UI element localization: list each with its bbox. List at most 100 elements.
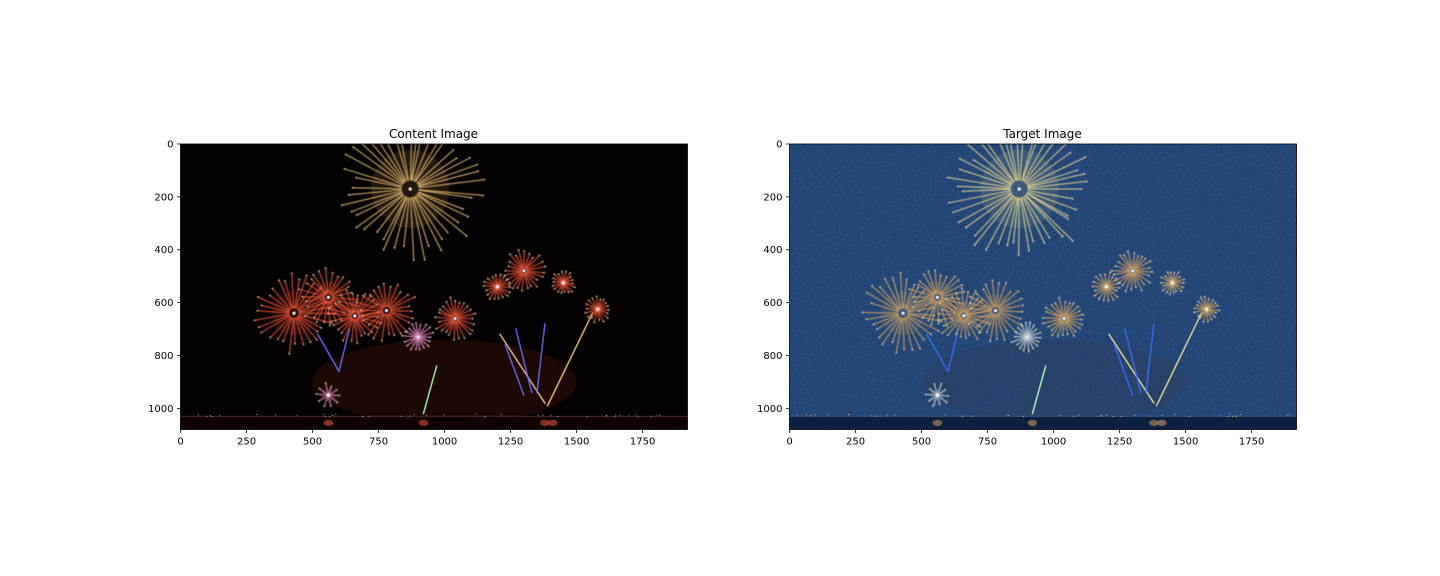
x-tick-label: 750	[369, 437, 388, 448]
firework-burst	[355, 282, 416, 342]
axes-frame	[180, 143, 688, 430]
shore-light	[537, 414, 539, 416]
shore-light	[1227, 415, 1229, 418]
smoke-haze	[921, 339, 1186, 425]
firework-burst	[1159, 271, 1186, 296]
firework-burst	[1010, 321, 1042, 353]
shore-light	[332, 414, 334, 417]
y-tick-label: 1000	[757, 404, 782, 415]
shore-light	[1007, 415, 1009, 417]
shore-light	[1112, 415, 1114, 417]
water-reflection	[1149, 419, 1159, 427]
firework-burst	[482, 273, 512, 300]
x-tick-label: 1250	[1107, 437, 1132, 448]
shore-light	[557, 415, 559, 417]
x-tick-label: 1000	[1041, 437, 1066, 448]
firework-streak	[947, 328, 960, 373]
shore-light	[605, 414, 608, 417]
firework-burst	[434, 296, 477, 341]
shore-light	[413, 413, 415, 416]
shore-light	[1022, 415, 1025, 418]
shore-light	[1220, 415, 1222, 417]
shore-light	[408, 415, 411, 417]
shore-light	[443, 414, 445, 416]
shore-light	[542, 414, 544, 416]
firework-burst	[908, 269, 966, 327]
content-image-plot: 0 250 500 750 1000 1250 1500 1750 0 200 400 600 800 1…	[148, 140, 688, 448]
shore-light	[1229, 414, 1231, 416]
shore-light	[197, 414, 199, 416]
shore-light	[619, 414, 621, 416]
y-tick-label: 600	[763, 298, 782, 309]
firework-streak	[926, 333, 949, 373]
x-tick-label: 1500	[564, 437, 589, 448]
content-image-title: Content Image	[389, 127, 478, 141]
firework-burst	[340, 144, 486, 262]
shore-light	[218, 415, 221, 417]
shore-light	[972, 415, 974, 418]
shore-light	[614, 416, 616, 418]
shore-light	[209, 415, 211, 417]
shore-light	[805, 413, 807, 415]
shore-light	[329, 416, 331, 418]
firework-burst	[315, 382, 341, 408]
firework-streak	[317, 333, 340, 373]
water-reflection	[1027, 419, 1038, 427]
shore-light	[425, 415, 428, 417]
shore-light	[894, 414, 896, 416]
water-reflection	[323, 419, 334, 427]
firework-streak	[546, 312, 594, 407]
content-image-panel: Content Image 0 250 500 750 1000 1250 1500 1750…	[148, 127, 688, 448]
shore-light	[659, 414, 661, 416]
water-reflection	[418, 419, 429, 427]
firework-burst	[964, 279, 1024, 343]
shore-light	[1101, 415, 1103, 417]
shore-light	[628, 415, 630, 417]
shore-light	[827, 414, 829, 416]
firework-streak	[338, 328, 351, 373]
y-tick-label: 200	[154, 192, 173, 203]
shore-light	[1189, 415, 1191, 417]
shore-light	[886, 414, 888, 416]
water-reflection	[932, 419, 943, 427]
shore-light	[335, 413, 337, 415]
shore-light	[1235, 416, 1237, 418]
firework-burst	[551, 270, 576, 294]
shore-light	[296, 415, 298, 417]
shore-light	[206, 415, 208, 417]
shore-light	[944, 414, 947, 416]
shore-light	[1105, 414, 1108, 416]
firework-burst	[327, 289, 383, 345]
shore-light	[211, 415, 213, 418]
shore-light	[813, 413, 816, 416]
shore-light	[586, 415, 588, 418]
target-image-panel: Target Image 0 250 500 750 1000 1250 1500 17500…	[757, 127, 1297, 448]
shore-light	[810, 414, 812, 417]
shore-light	[796, 414, 798, 416]
shore-light	[400, 415, 402, 417]
firework-streak	[422, 365, 438, 415]
firework-burst	[937, 287, 991, 340]
shore-light	[875, 415, 877, 417]
y-tick-label: 400	[154, 245, 173, 256]
shore-light	[650, 415, 652, 417]
firework-burst	[584, 295, 610, 324]
shore-light	[324, 415, 327, 417]
water	[180, 416, 688, 430]
firework-streak	[536, 322, 546, 394]
y-tick-label: 800	[154, 351, 173, 362]
axes-frame	[789, 143, 1297, 430]
x-tick-label: 250	[237, 437, 256, 448]
shore-light	[961, 416, 963, 418]
x-tick-label: 1000	[432, 437, 457, 448]
x-tick-label: 0	[177, 437, 183, 448]
shore-light	[637, 415, 639, 417]
shore-light	[362, 415, 364, 418]
shore-light	[880, 415, 883, 417]
shore-light	[1286, 414, 1288, 416]
shore-light	[1058, 415, 1061, 417]
firework-burst	[1041, 296, 1085, 338]
water-reflection	[1157, 419, 1167, 427]
y-tick-label: 1000	[148, 404, 173, 415]
shore-light	[500, 413, 502, 416]
